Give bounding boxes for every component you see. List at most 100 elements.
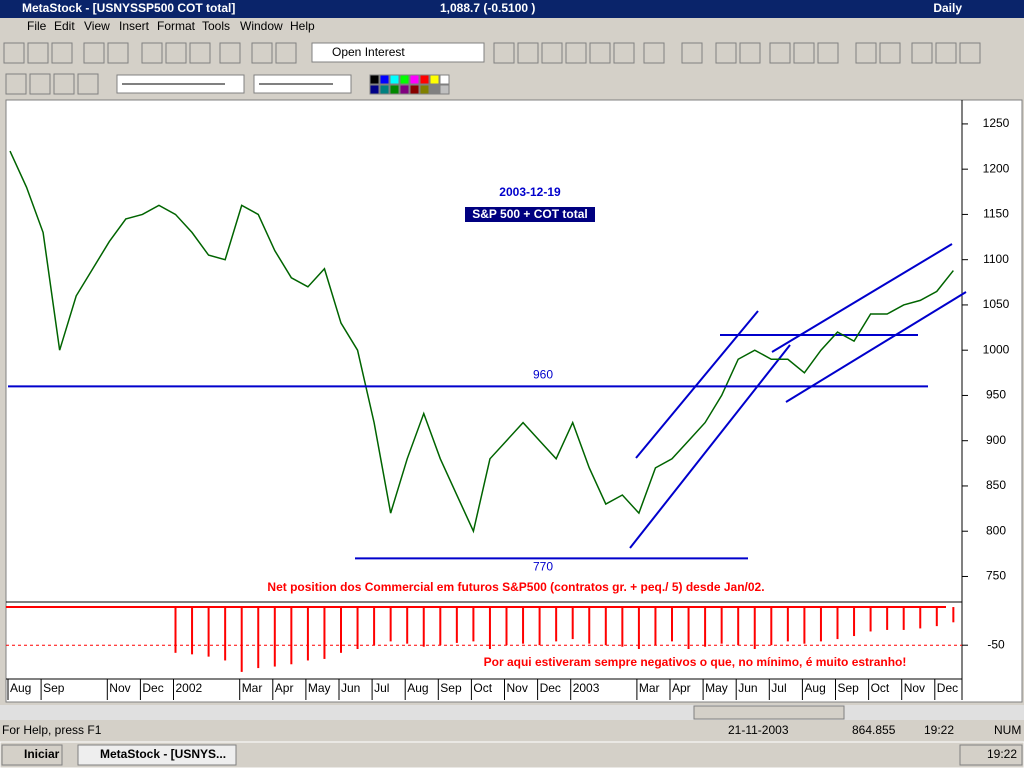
y-tick-label: 1000: [983, 342, 1010, 356]
y-tick-label: -50: [987, 637, 1005, 651]
bar: [819, 607, 822, 642]
indicator-combo[interactable]: [311, 42, 485, 63]
color-swatch[interactable]: [369, 74, 380, 85]
bar: [306, 607, 309, 661]
tool-button[interactable]: [517, 42, 539, 64]
chart-subtitle: 2003-12-19: [499, 185, 561, 199]
tool-button[interactable]: [189, 42, 211, 64]
bar: [191, 607, 194, 655]
color-swatch[interactable]: [439, 74, 450, 85]
color-swatch[interactable]: [429, 74, 440, 85]
tool-button[interactable]: [715, 42, 737, 64]
bar: [637, 607, 640, 650]
color-swatch[interactable]: [399, 74, 410, 85]
color-swatch[interactable]: [409, 74, 420, 85]
level-label: 960: [533, 368, 553, 382]
tool-button[interactable]: [681, 42, 703, 64]
scroll-thumb[interactable]: [693, 705, 845, 720]
color-swatch[interactable]: [429, 84, 440, 95]
bar: [621, 607, 624, 647]
bar: [555, 607, 558, 642]
x-tick-label: Jul: [374, 681, 389, 695]
x-tick-label: Jun: [341, 681, 360, 695]
start-button[interactable]: [1, 744, 63, 766]
color-swatch[interactable]: [369, 84, 380, 95]
task-button[interactable]: [77, 744, 237, 766]
x-tick-label: Sep: [838, 681, 860, 695]
tool-button[interactable]: [141, 42, 163, 64]
menu-item[interactable]: Insert: [119, 19, 150, 33]
bar: [273, 607, 276, 667]
bar: [207, 607, 210, 657]
tool-button[interactable]: [5, 73, 27, 95]
menu-item[interactable]: File: [27, 19, 47, 33]
tool-button[interactable]: [643, 42, 665, 64]
tool-button[interactable]: [77, 73, 99, 95]
bar: [472, 607, 475, 642]
bar: [340, 607, 342, 653]
tool-button[interactable]: [3, 42, 25, 64]
color-swatch[interactable]: [399, 84, 410, 95]
menu-item[interactable]: View: [84, 19, 110, 33]
tool-button[interactable]: [911, 42, 933, 64]
clock: 19:22: [987, 747, 1017, 761]
trendlines: [629, 243, 967, 549]
bar: [935, 607, 938, 627]
bar: [389, 607, 392, 642]
tool-button[interactable]: [541, 42, 563, 64]
menu-item[interactable]: Window: [240, 19, 283, 33]
x-tick-label: Jun: [738, 681, 757, 695]
start-label: Iniciar: [24, 747, 60, 761]
color-swatch[interactable]: [409, 84, 420, 95]
menu-item[interactable]: Help: [290, 19, 315, 33]
bar: [671, 607, 673, 642]
level-label: 770: [533, 560, 553, 574]
tool-button[interactable]: [29, 73, 51, 95]
tool-button[interactable]: [51, 42, 73, 64]
tool-button[interactable]: [739, 42, 761, 64]
tool-button[interactable]: [855, 42, 877, 64]
bar: [588, 607, 591, 644]
tool-button[interactable]: [493, 42, 515, 64]
x-tick-label: Dec: [937, 681, 958, 695]
bar: [770, 607, 773, 646]
quote: 1,088.7 (-0.5100 ): [440, 1, 535, 15]
status-mode: NUM: [994, 723, 1021, 737]
bar: [902, 607, 905, 630]
color-swatch[interactable]: [379, 84, 390, 95]
tool-button[interactable]: [251, 42, 273, 64]
tool-button[interactable]: [589, 42, 611, 64]
tool-button[interactable]: [935, 42, 957, 64]
menu-item[interactable]: Tools: [202, 19, 230, 33]
bar: [455, 607, 458, 643]
menu-item[interactable]: Format: [157, 19, 196, 33]
tool-button[interactable]: [879, 42, 901, 64]
color-swatch[interactable]: [419, 74, 430, 85]
tool-button[interactable]: [165, 42, 187, 64]
scrollbar[interactable]: [0, 705, 1024, 720]
tool-button[interactable]: [27, 42, 49, 64]
x-tick-label: Apr: [275, 681, 294, 695]
color-swatch[interactable]: [439, 84, 450, 95]
tool-button[interactable]: [959, 42, 981, 64]
tool-button[interactable]: [613, 42, 635, 64]
tool-button[interactable]: [219, 42, 241, 64]
bar: [488, 607, 491, 650]
x-tick-label: Nov: [904, 681, 925, 695]
tool-button[interactable]: [817, 42, 839, 64]
tool-button[interactable]: [793, 42, 815, 64]
tool-button[interactable]: [565, 42, 587, 64]
x-tick-label: Sep: [440, 681, 462, 695]
color-swatch[interactable]: [389, 74, 400, 85]
tool-button[interactable]: [83, 42, 105, 64]
tool-button[interactable]: [107, 42, 129, 64]
color-swatch[interactable]: [379, 74, 390, 85]
tool-button[interactable]: [275, 42, 297, 64]
color-swatch[interactable]: [419, 84, 430, 95]
menu-item[interactable]: Edit: [54, 19, 75, 33]
x-tick-label: Mar: [242, 681, 263, 695]
tool-button[interactable]: [53, 73, 75, 95]
color-swatch[interactable]: [389, 84, 400, 95]
tool-button[interactable]: [769, 42, 791, 64]
